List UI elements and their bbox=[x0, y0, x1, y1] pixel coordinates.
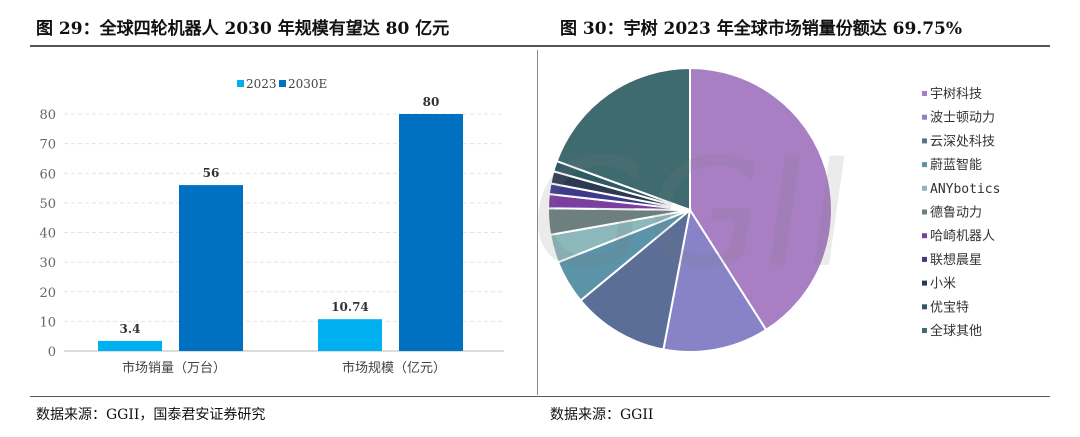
x-tick-label: 市场销量（万台） bbox=[122, 360, 226, 376]
pie-slice bbox=[662, 207, 768, 353]
legend-label: 波士顿动力 bbox=[930, 111, 995, 126]
data-label: 80 bbox=[423, 95, 440, 109]
y-tick-label: 30 bbox=[39, 256, 56, 271]
top-divider bbox=[30, 45, 1050, 47]
legend-label: 2030E bbox=[288, 77, 327, 91]
legend-label: 云深处科技 bbox=[930, 134, 995, 149]
legend-swatch bbox=[922, 256, 927, 262]
legend-swatch bbox=[922, 91, 927, 96]
legend-label: 蔚蓝智能 bbox=[930, 158, 982, 173]
bar-2030E bbox=[399, 114, 463, 351]
x-tick-label: 市场规模（亿元） bbox=[342, 360, 446, 376]
legend-swatch bbox=[922, 304, 927, 310]
legend-swatch bbox=[922, 185, 927, 191]
legend-swatch bbox=[922, 328, 927, 333]
y-tick-label: 20 bbox=[39, 286, 56, 301]
pie-slice bbox=[579, 207, 692, 351]
legend-label: 优宝特 bbox=[930, 300, 969, 315]
legend-label: ANYbotics bbox=[930, 182, 1000, 197]
bar-2023 bbox=[98, 340, 162, 351]
bar-2023 bbox=[318, 319, 382, 351]
legend-label: 全球其他 bbox=[930, 323, 982, 339]
right-source: 数据来源：GGII bbox=[550, 407, 654, 423]
legend-swatch bbox=[237, 80, 244, 87]
data-label: 3.4 bbox=[120, 322, 141, 336]
y-tick-label: 70 bbox=[39, 138, 56, 153]
legend-swatch bbox=[922, 280, 927, 286]
left-title: 图 29：全球四轮机器人 2030 年规模有望达 80 亿元 bbox=[36, 19, 450, 39]
legend-swatch bbox=[922, 138, 927, 144]
legend-label: 联想晨星 bbox=[930, 252, 982, 268]
legend-swatch bbox=[922, 209, 927, 215]
y-tick-label: 0 bbox=[48, 345, 56, 360]
y-tick-label: 10 bbox=[39, 315, 56, 330]
legend-label: 2023 bbox=[246, 77, 277, 91]
vertical-divider bbox=[537, 50, 538, 395]
watermark: GGII bbox=[518, 126, 864, 301]
legend-label: 德鲁动力 bbox=[930, 206, 982, 221]
data-label: 56 bbox=[203, 166, 220, 180]
legend-label: 宇树科技 bbox=[930, 87, 982, 102]
bottom-divider bbox=[30, 396, 1050, 397]
legend-swatch bbox=[922, 162, 927, 168]
y-tick-label: 50 bbox=[39, 197, 56, 212]
y-tick-label: 40 bbox=[39, 227, 56, 242]
legend-swatch bbox=[279, 80, 286, 87]
legend-label: 哈崎机器人 bbox=[930, 229, 995, 244]
pie-slice bbox=[555, 66, 691, 212]
y-tick-label: 80 bbox=[39, 108, 56, 123]
right-title: 图 30：宇树 2023 年全球市场销量份额达 69.75% bbox=[560, 19, 963, 39]
legend-label: 小米 bbox=[930, 277, 956, 292]
left-source: 数据来源：GGII，国泰君安证券研究 bbox=[36, 407, 266, 423]
data-label: 10.74 bbox=[331, 300, 369, 314]
legend-swatch bbox=[922, 114, 927, 120]
bar-2030E bbox=[179, 185, 243, 351]
y-tick-label: 60 bbox=[39, 167, 56, 182]
legend-swatch bbox=[922, 233, 927, 239]
